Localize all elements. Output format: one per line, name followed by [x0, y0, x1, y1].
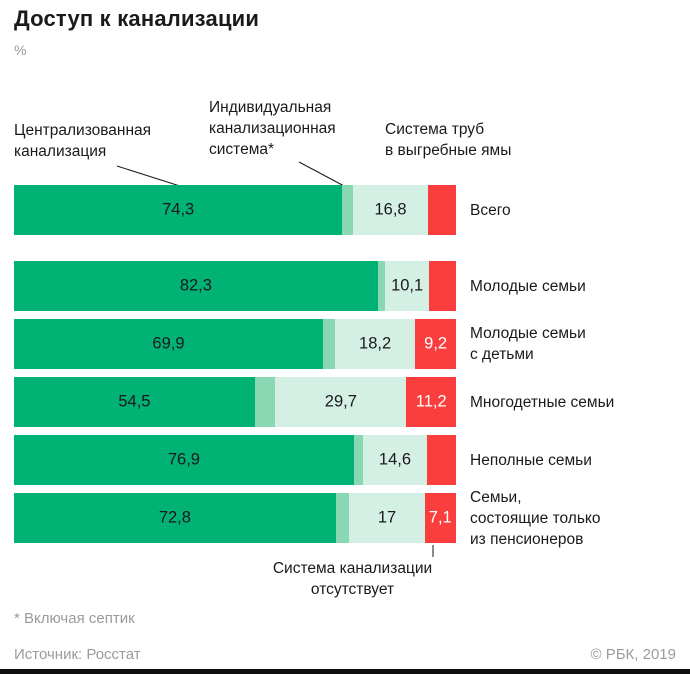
segment-value: 82,3: [179, 276, 212, 295]
copyright-text: © РБК, 2019: [590, 646, 676, 663]
segment-value: 72,8: [158, 508, 191, 527]
segment-value: 69,9: [152, 334, 185, 353]
segment-cesspool: 18,2: [334, 319, 416, 369]
unit-label: %: [14, 42, 27, 58]
bottom-bar: [0, 669, 690, 674]
segment-value: 11,2: [415, 392, 447, 411]
bar-row: 69,9 18,2 9,2 Молодые семьи с детьми: [14, 319, 586, 369]
segment-individual: [322, 319, 335, 369]
segment-value: 76,9: [167, 450, 200, 469]
segment-individual: [377, 261, 385, 311]
segment-none: [427, 435, 456, 485]
segment-value: 9,2: [424, 334, 448, 353]
segment-centralized: 69,9: [14, 319, 323, 369]
footnote: * Включая септик: [14, 610, 135, 627]
segment-value: 74,3: [162, 200, 195, 219]
bar-row: 76,9 14,6 Неполные семьи: [14, 435, 592, 485]
page-title: Доступ к канализации: [14, 6, 260, 31]
bar-row: 72,8 17 7,1 Семьи, состоящие только из пенс…: [14, 489, 600, 548]
segment-none: 11,2: [406, 377, 456, 427]
annotation-no-sewerage: Система канализации отсутствует: [272, 560, 433, 598]
bar-chart: 74,3 16,8 Всего 82,3 10,1 Молодые семьи 69,9 18…: [14, 185, 614, 548]
segment-value: 54,5: [118, 392, 151, 411]
category-label: Неполные семьи: [470, 451, 592, 469]
category-label: Молодые семьи: [470, 277, 586, 295]
annotation-centralized: Централизованная канализация: [14, 122, 152, 160]
segment-individual: [342, 185, 354, 235]
segment-none: [429, 261, 456, 311]
segment-centralized: 72,8: [14, 493, 336, 543]
segment-none: [427, 185, 456, 235]
bar-row: 82,3 10,1 Молодые семьи: [14, 261, 586, 311]
segment-centralized: 82,3: [14, 261, 378, 311]
bar-row: 54,5 29,7 11,2 Многодетные семьи: [14, 377, 614, 427]
segment-none: 7,1: [424, 493, 456, 543]
bar-row: 74,3 16,8 Всего: [14, 185, 511, 235]
annotation-individual: Индивидуальная канализационная система*: [209, 99, 336, 158]
segment-value: 18,2: [359, 334, 392, 353]
stacked-bar: 54,5 29,7 11,2: [14, 377, 456, 427]
segment-individual: [335, 493, 350, 543]
segment-value: 16,8: [374, 200, 407, 219]
segment-cesspool: 29,7: [275, 377, 407, 427]
stacked-bar: 74,3 16,8: [14, 185, 456, 235]
segment-individual: [254, 377, 276, 427]
stacked-bar: 82,3 10,1: [14, 261, 456, 311]
segment-centralized: 54,5: [14, 377, 255, 427]
stacked-bar: 76,9 14,6: [14, 435, 456, 485]
category-label: Всего: [470, 201, 511, 219]
category-label: Молодые семьи с детьми: [470, 325, 586, 363]
stacked-bar: 72,8 17 7,1: [14, 493, 456, 543]
segment-centralized: 76,9: [14, 435, 354, 485]
segment-cesspool: 14,6: [362, 435, 428, 485]
stacked-bar: 69,9 18,2 9,2: [14, 319, 456, 369]
annotation-cesspool: Система труб в выгребные ямы: [385, 121, 512, 159]
segment-cesspool: 17: [349, 493, 425, 543]
segment-value: 10,1: [391, 276, 424, 295]
source-text: Источник: Росстат: [14, 646, 141, 663]
segment-value: 17: [377, 508, 397, 527]
category-label: Многодетные семьи: [470, 393, 615, 411]
segment-cesspool: 10,1: [384, 261, 430, 311]
segment-centralized: 74,3: [14, 185, 343, 235]
segment-cesspool: 16,8: [353, 185, 428, 235]
segment-value: 7,1: [428, 508, 452, 527]
segment-value: 14,6: [378, 450, 412, 469]
category-label: Семьи, состоящие только из пенсионеров: [470, 488, 601, 548]
segment-individual: [353, 435, 363, 485]
segment-value: 29,7: [324, 392, 357, 411]
segment-none: 9,2: [415, 319, 456, 369]
